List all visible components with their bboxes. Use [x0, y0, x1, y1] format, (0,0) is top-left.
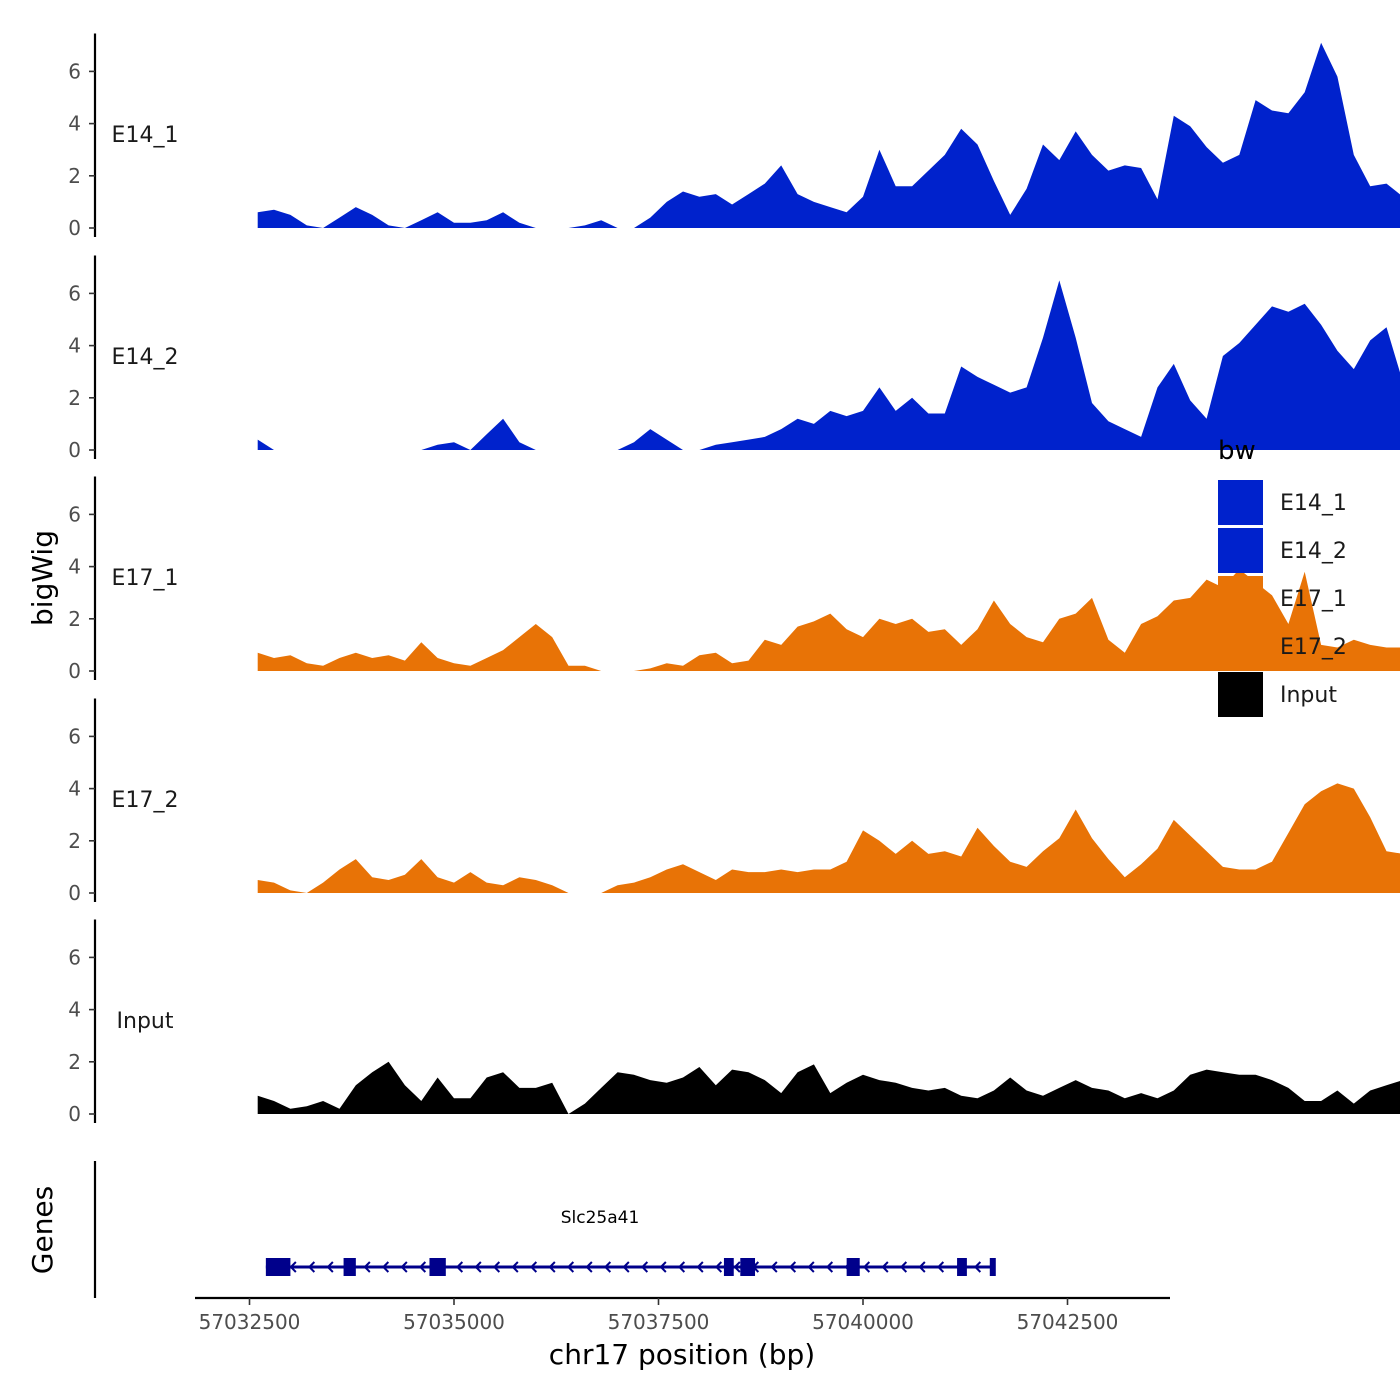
- strand-arrow: [696, 1261, 704, 1273]
- legend-label-input: Input: [1280, 683, 1337, 708]
- series-area-e14-2: [257, 280, 1400, 450]
- legend: bw E14_1 E14_2 E17_1 E17_2 Input: [1218, 436, 1347, 717]
- strand-arrow: [455, 1261, 464, 1273]
- y-tick-label: 4: [68, 998, 81, 1022]
- x-tick-label: 57042500: [1017, 1310, 1119, 1334]
- strand-arrow: [918, 1261, 926, 1273]
- y-tick-label: 2: [68, 1050, 81, 1074]
- legend-title: bw: [1218, 436, 1256, 466]
- strand-arrow: [474, 1261, 482, 1273]
- strand-arrow: [807, 1261, 815, 1273]
- strand-arrow: [770, 1261, 778, 1273]
- gene-exon: [723, 1258, 734, 1276]
- track-label-e14-1: E14_1: [112, 123, 179, 148]
- y-tick-label: 0: [68, 438, 81, 462]
- y-tick-label: 6: [68, 59, 81, 83]
- x-tick-label: 57040000: [812, 1310, 914, 1334]
- strand-arrow: [733, 1261, 741, 1273]
- track-label-e14-2: E14_2: [112, 345, 179, 370]
- strand-arrow: [326, 1261, 334, 1273]
- y-tick-label: 2: [68, 164, 81, 188]
- legend-swatch: [1218, 576, 1263, 621]
- legend-swatch: [1218, 528, 1263, 573]
- y-tick-label: 6: [68, 281, 81, 305]
- y-tick-label: 2: [68, 829, 81, 853]
- series-area-input: [257, 1061, 1400, 1114]
- strand-arrow: [492, 1261, 501, 1273]
- legend-label-e14-2: E14_2: [1280, 539, 1347, 564]
- genes-axis-title: Genes: [26, 1186, 59, 1274]
- legend-label-e17-2: E17_2: [1280, 635, 1347, 660]
- gene-exon: [957, 1258, 967, 1276]
- strand-arrow: [714, 1261, 723, 1273]
- x-tick-label: 57032500: [199, 1310, 301, 1334]
- strand-arrow: [289, 1261, 297, 1273]
- y-tick-label: 0: [68, 216, 81, 240]
- strand-arrow: [400, 1261, 408, 1273]
- strand-arrow: [548, 1261, 556, 1273]
- y-tick-label: 2: [68, 607, 81, 631]
- gene-exon: [846, 1258, 860, 1276]
- gene-exon: [265, 1258, 291, 1276]
- gene-exon: [429, 1258, 446, 1276]
- gene-name-label: Slc25a41: [561, 1208, 640, 1228]
- y-axis-title: bigWig: [26, 530, 59, 626]
- strand-arrow: [307, 1261, 316, 1273]
- strand-arrow: [899, 1261, 908, 1273]
- strand-arrow: [936, 1261, 945, 1273]
- y-tick-label: 4: [68, 112, 81, 136]
- series-area-e17-1: [257, 569, 1400, 671]
- y-tick-label: 6: [68, 502, 81, 526]
- strand-arrow: [566, 1261, 575, 1273]
- strand-arrow: [973, 1261, 982, 1273]
- track-label-input: Input: [117, 1009, 174, 1034]
- y-tick-label: 4: [68, 777, 81, 801]
- y-tick-label: 0: [68, 881, 81, 905]
- legend-swatch: [1218, 672, 1263, 717]
- gene-exon: [740, 1258, 756, 1276]
- series-area-e17-2: [257, 783, 1400, 893]
- x-axis-title: chr17 position (bp): [549, 1338, 815, 1371]
- strand-arrow: [640, 1261, 649, 1273]
- series-area-e14-1: [257, 42, 1400, 228]
- strand-arrow: [418, 1261, 427, 1273]
- legend-label-e14-1: E14_1: [1280, 491, 1347, 516]
- strand-arrow: [862, 1261, 871, 1273]
- legend-swatch: [1218, 480, 1263, 525]
- y-tick-label: 4: [68, 555, 81, 579]
- x-tick-label: 57037500: [608, 1310, 710, 1334]
- y-axes: 0 2 4 6 E14_1 0 2 4 6 E14_2 0 2 4 6 E17_1 0 2 4 6 E17_2 0 2 4 6…: [68, 33, 179, 1126]
- strand-arrow: [659, 1261, 667, 1273]
- strand-arrow: [677, 1261, 686, 1273]
- coverage-tracks: [257, 42, 1400, 1114]
- track-label-e17-1: E17_1: [112, 566, 179, 591]
- strand-arrow: [381, 1261, 390, 1273]
- genes-track: Slc25a41: [93, 1161, 996, 1298]
- y-tick-label: 6: [68, 724, 81, 748]
- y-tick-label: 0: [68, 659, 81, 683]
- strand-arrow: [585, 1261, 593, 1273]
- legend-entries: E14_1 E14_2 E17_1 E17_2 Input: [1218, 480, 1347, 717]
- legend-label-e17-1: E17_1: [1280, 587, 1347, 612]
- strand-arrow: [511, 1261, 519, 1273]
- y-tick-label: 0: [68, 1102, 81, 1126]
- x-axis: 57032500 57035000 57037500 57040000 57042500: [195, 1296, 1170, 1334]
- gene-exon: [343, 1258, 356, 1276]
- strand-arrow: [603, 1261, 612, 1273]
- strand-arrow: [825, 1261, 834, 1273]
- strand-arrow: [788, 1261, 797, 1273]
- y-tick-label: 2: [68, 386, 81, 410]
- y-tick-label: 4: [68, 334, 81, 358]
- gene-exon: [989, 1258, 996, 1276]
- x-tick-label: 57035000: [403, 1310, 505, 1334]
- y-tick-label: 6: [68, 945, 81, 969]
- track-label-e17-2: E17_2: [112, 788, 179, 813]
- strand-arrow: [622, 1261, 630, 1273]
- strand-arrow: [881, 1261, 889, 1273]
- strand-arrow: [363, 1261, 371, 1273]
- legend-swatch: [1218, 624, 1263, 669]
- strand-arrow: [529, 1261, 538, 1273]
